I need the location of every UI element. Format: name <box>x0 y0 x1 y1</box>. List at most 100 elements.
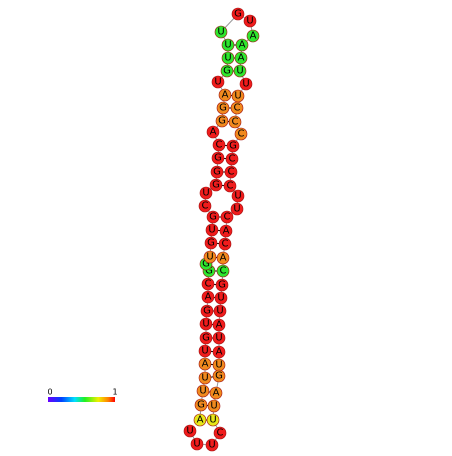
nucleotide <box>190 437 204 451</box>
nucleotide-label: U <box>208 440 215 451</box>
nucleotide <box>199 331 213 345</box>
nucleotide-label: U <box>215 360 222 371</box>
nucleotide <box>212 345 226 359</box>
nucleotide-label: U <box>206 252 213 263</box>
nucleotide-label: G <box>223 66 231 77</box>
nucleotide-label: G <box>202 333 210 344</box>
nucleotide <box>215 114 229 128</box>
nucleotide <box>198 344 212 358</box>
nucleotide-label: U <box>236 66 243 77</box>
nucleotide-label: C <box>227 181 234 192</box>
nucleotide-label: G <box>213 167 221 178</box>
nucleotide-label: C <box>217 428 224 439</box>
nucleotide <box>212 318 226 332</box>
nucleotide-label: A <box>210 127 217 138</box>
nucleotide <box>203 250 217 264</box>
nucleotide <box>221 51 235 65</box>
nucleotide-label: G <box>197 400 205 411</box>
nucleotide <box>214 25 228 39</box>
nucleotide <box>220 210 234 224</box>
nucleotide <box>209 386 223 400</box>
nucleotide <box>205 438 219 452</box>
nucleotide-label: C <box>205 279 212 290</box>
nucleotide <box>218 88 232 102</box>
nucleotide <box>212 331 226 345</box>
nucleotide <box>212 369 226 383</box>
nucleotide <box>223 179 237 193</box>
nucleotide-label: G <box>205 266 213 277</box>
nucleotide-label: U <box>224 40 231 51</box>
nucleotide-label: U <box>217 293 224 304</box>
nucleotide-label: C <box>224 212 231 223</box>
nucleotide-label: U <box>246 16 253 27</box>
nucleotide-label: U <box>202 188 209 199</box>
nucleotide-label: C <box>234 103 241 114</box>
nucleotide <box>230 202 244 216</box>
nucleotide-label: C <box>220 266 227 277</box>
nucleotide <box>218 237 232 251</box>
nucleotide <box>233 64 247 78</box>
nucleotide-label: U <box>210 401 217 412</box>
nucleotide <box>214 291 228 305</box>
nucleotide-label: A <box>223 226 230 237</box>
nucleotide <box>211 75 225 89</box>
nucleotide-label: G <box>209 212 217 223</box>
nucleotide-label: U <box>215 333 222 344</box>
nucleotide <box>198 199 212 213</box>
nucleotide-label: U <box>186 426 193 437</box>
nucleotide-label: A <box>216 347 223 358</box>
nucleotide <box>201 290 215 304</box>
nucleotide <box>230 101 244 115</box>
nucleotide <box>234 127 248 141</box>
nucleotide-label: U <box>201 373 208 384</box>
nucleotide-label: C <box>202 201 209 212</box>
nucleotide-label: C <box>216 140 223 151</box>
nucleotide <box>243 14 257 28</box>
nucleotide <box>201 277 215 291</box>
nucleotide-label: U <box>193 439 200 450</box>
nucleotide <box>199 317 213 331</box>
nucleotide <box>183 424 197 438</box>
nucleotide <box>209 178 223 192</box>
nucleotide <box>211 151 225 165</box>
nucleotide-label: U <box>199 386 206 397</box>
nucleotide <box>204 236 218 250</box>
nucleotide-label: A <box>250 31 257 42</box>
nucleotide-label: U <box>201 346 208 357</box>
nucleotide-label: U <box>208 225 215 236</box>
nucleotide-label: C <box>232 117 239 128</box>
nucleotide-label: A <box>202 359 209 370</box>
nucleotide-label: U <box>202 319 209 330</box>
nucleotide-label: U <box>214 77 221 88</box>
nucleotide <box>226 139 240 153</box>
nucleotide <box>219 224 233 238</box>
nucleotide <box>220 64 234 78</box>
nucleotide <box>210 165 224 179</box>
nucleotide-label: U <box>233 204 240 215</box>
nucleotide-label: C <box>238 129 245 140</box>
nucleotide <box>200 304 214 318</box>
nucleotide <box>239 77 253 91</box>
nucleotide-label: G <box>229 141 237 152</box>
nucleotide-label: A <box>238 53 245 64</box>
nucleotide-label: G <box>215 371 223 382</box>
nucleotide-label: G <box>207 238 215 249</box>
nucleotide-label: G <box>214 153 222 164</box>
nucleotide <box>206 125 220 139</box>
nucleotide <box>213 426 227 440</box>
nucleotide <box>231 189 245 203</box>
nucleotide <box>215 278 229 292</box>
nucleotide-label: U <box>234 191 241 202</box>
nucleotide <box>234 51 248 65</box>
nucleotide <box>193 413 207 427</box>
nucleotide-label: C <box>228 167 235 178</box>
nucleotide-label: U <box>224 53 231 64</box>
nucleotide-label: A <box>197 415 204 426</box>
nucleotide <box>216 251 230 265</box>
scale-min-label: 0 <box>47 388 52 397</box>
nucleotide-label: A <box>222 90 229 101</box>
nucleotide <box>225 152 239 166</box>
scale-max-label: 1 <box>112 388 117 397</box>
nucleotide-label: A <box>220 253 227 264</box>
nucleotide-label: G <box>234 9 242 20</box>
